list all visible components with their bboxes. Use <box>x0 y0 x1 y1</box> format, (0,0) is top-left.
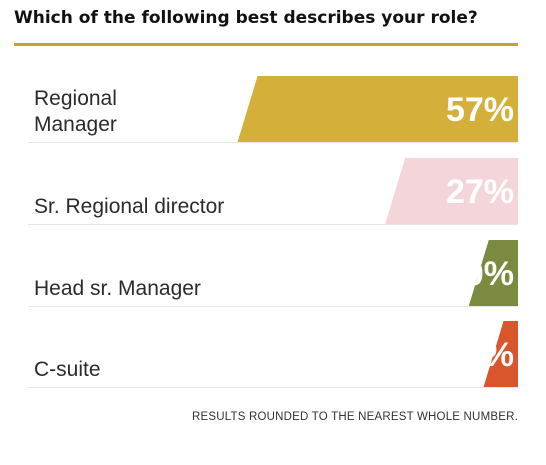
footnote: RESULTS ROUNDED TO THE NEAREST WHOLE NUM… <box>192 411 518 423</box>
chart-title: Which of the following best describes yo… <box>14 8 478 28</box>
value-label-1: 57% <box>446 91 514 129</box>
value-label-3: 10% <box>446 255 514 293</box>
bar-3 <box>468 240 518 306</box>
bar-4 <box>483 321 518 387</box>
value-label-2: 27% <box>446 173 514 211</box>
category-label-1-line-1: Regional <box>34 87 117 110</box>
value-label-4: 7% <box>465 336 514 374</box>
category-label-1-line-2: Manager <box>34 113 117 136</box>
bar-2 <box>385 158 518 224</box>
bar-1 <box>237 76 518 142</box>
category-label-3: Head sr. Manager <box>34 277 201 300</box>
category-label-2: Sr. Regional director <box>34 195 224 218</box>
category-label-4: C-suite <box>34 358 101 381</box>
title-underline <box>14 43 518 46</box>
